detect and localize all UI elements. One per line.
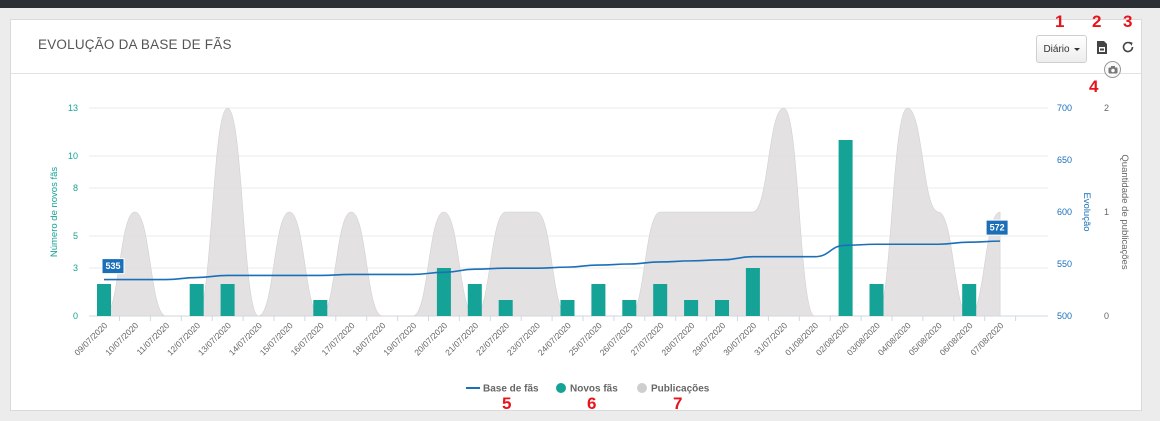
right2-tick-label: 0 <box>1104 311 1109 321</box>
callout-2: 2 <box>1092 12 1102 31</box>
bar-novos-fas <box>684 300 699 316</box>
callout-5: 5 <box>502 394 512 413</box>
left-tick-label: 10 <box>68 151 78 161</box>
bar-novos-fas <box>591 284 606 316</box>
series-publicacoes-area <box>103 107 1001 317</box>
right1-tick-label: 550 <box>1057 259 1072 269</box>
right1-axis-title: Evolução <box>1081 192 1092 231</box>
bar-novos-fas <box>436 268 451 316</box>
legend-item-label: Publicações <box>651 384 710 395</box>
right2-axis-title: Quantidade de publicações <box>1119 154 1130 269</box>
panel-header: EVOLUÇÃO DA BASE DE FÃS Diário <box>11 20 1141 74</box>
bar-novos-fas <box>622 300 637 316</box>
bar-novos-fas <box>467 284 482 316</box>
bar-novos-fas <box>220 284 235 316</box>
left-tick-label: 8 <box>73 183 78 193</box>
x-tick-label: 07/08/2020 <box>968 320 1005 357</box>
bar-novos-fas <box>653 284 668 316</box>
bar-novos-fas <box>189 284 204 316</box>
top-bar <box>0 0 1160 8</box>
right1-tick-label: 600 <box>1057 207 1072 217</box>
bar-novos-fas <box>560 300 575 316</box>
bar-novos-fas <box>745 268 760 316</box>
legend-marker-publicacoes <box>637 383 647 393</box>
bar-novos-fas <box>313 300 328 316</box>
bar-novos-fas <box>498 300 513 316</box>
screenshot-button[interactable] <box>1104 61 1121 78</box>
bar-novos-fas <box>838 140 853 316</box>
refresh-icon <box>1122 41 1134 53</box>
callout-3: 3 <box>1123 12 1133 31</box>
left-tick-label: 0 <box>73 311 78 321</box>
refresh-button[interactable] <box>1120 39 1136 55</box>
callout-7: 7 <box>673 394 683 413</box>
period-label: Diário <box>1043 43 1070 55</box>
left-tick-label: 5 <box>73 231 78 241</box>
period-dropdown[interactable]: Diário <box>1036 35 1087 63</box>
legend-marker-novos-fas <box>556 383 566 393</box>
right1-tick-label: 700 <box>1057 103 1072 113</box>
chevron-down-icon <box>1073 47 1080 51</box>
data-label-box <box>101 258 125 275</box>
right2-tick-label: 2 <box>1104 103 1109 113</box>
callout-6: 6 <box>587 394 597 413</box>
right1-tick-label: 500 <box>1057 311 1072 321</box>
bar-novos-fas <box>962 284 977 316</box>
series-base-de-fas-line <box>104 240 1001 281</box>
left-axis-title: Número de novos fãs <box>49 167 60 258</box>
right2-tick-label: 1 <box>1104 207 1109 217</box>
left-tick-label: 13 <box>68 103 78 113</box>
data-label: 572 <box>990 223 1005 233</box>
bar-novos-fas <box>715 300 729 316</box>
right1-tick-label: 650 <box>1057 155 1072 165</box>
page-title: EVOLUÇÃO DA BASE DE FÃS <box>38 37 232 52</box>
legend-item-label: Base de fãs <box>483 384 539 395</box>
bar-novos-fas <box>97 284 111 316</box>
chart-panel: EVOLUÇÃO DA BASE DE FÃS Diário <box>10 19 1142 411</box>
x-tick-label: 10/07/2020 <box>103 320 140 357</box>
callout-1: 1 <box>1055 12 1065 31</box>
camera-icon <box>1108 65 1117 73</box>
export-button[interactable] <box>1094 39 1110 55</box>
legend-item-label: Novos fãs <box>570 384 618 395</box>
bar-novos-fas <box>869 284 884 316</box>
data-label: 535 <box>105 261 120 271</box>
data-label-box <box>985 219 1009 236</box>
callout-4: 4 <box>1089 77 1099 96</box>
file-export-icon <box>1097 40 1107 54</box>
left-tick-label: 3 <box>73 263 78 273</box>
